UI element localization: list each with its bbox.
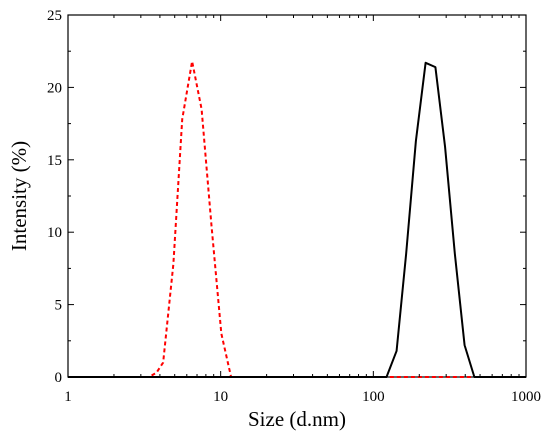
x-tick-label: 10: [213, 389, 228, 405]
y-tick-label: 10: [47, 225, 62, 241]
y-tick-label: 0: [55, 370, 63, 386]
y-tick-label: 15: [47, 153, 62, 169]
series-line-1: [68, 60, 526, 378]
x-axis-ticks: 1 10 100 1000: [64, 15, 541, 405]
series-line-2: [68, 61, 526, 378]
x-tick-label: 1: [64, 389, 72, 405]
series-layer: [68, 60, 526, 378]
y-axis-ticks: 0 5 10 15 20 25: [47, 8, 526, 386]
x-tick-label: 100: [362, 389, 385, 405]
x-axis-label: Size (d.nm): [248, 407, 346, 431]
y-tick-label: 25: [47, 8, 62, 24]
y-tick-label: 20: [47, 80, 62, 96]
y-axis-label: Intensity (%): [7, 141, 31, 251]
plot-frame: [67, 14, 527, 378]
y-tick-label: 5: [55, 298, 63, 314]
x-tick-label: 1000: [511, 389, 541, 405]
